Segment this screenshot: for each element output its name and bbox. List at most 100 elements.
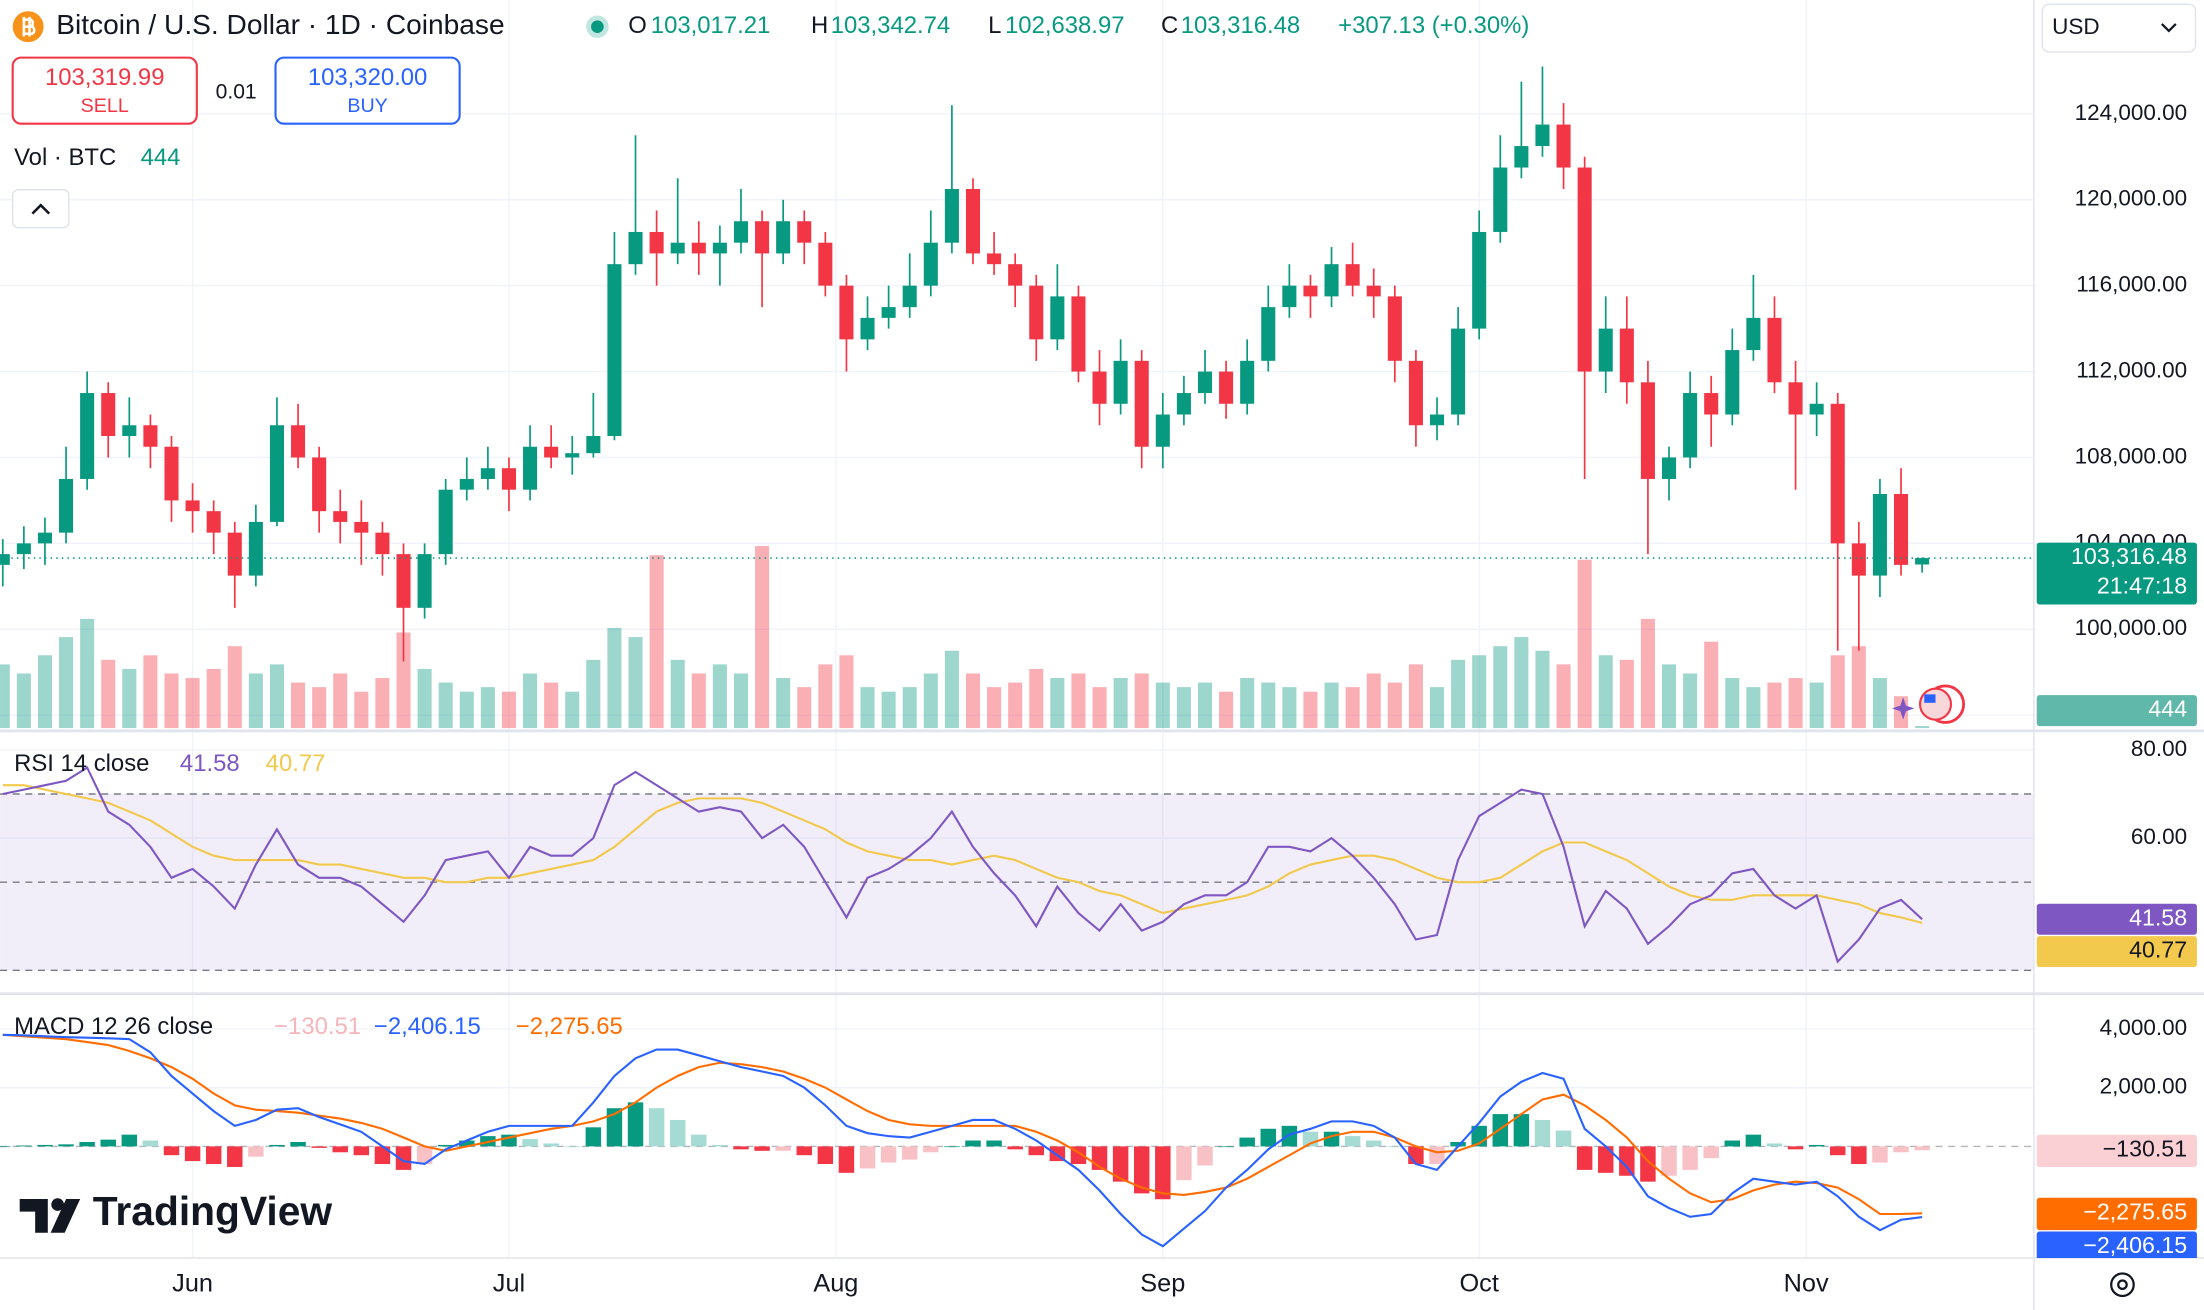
price-tick-label: 80.00 — [2131, 736, 2187, 761]
volume-bar — [1071, 673, 1086, 729]
volume-bar — [1008, 682, 1023, 729]
price-tick-label: 4,000.00 — [2100, 1015, 2187, 1040]
candle-body — [459, 478, 474, 490]
macd-label: MACD 12 26 close — [14, 1013, 213, 1040]
time-tick-label: Jul — [493, 1269, 525, 1297]
candle-body — [565, 453, 580, 458]
event-icon[interactable] — [1918, 687, 1953, 721]
histogram-bar — [1576, 1146, 1593, 1170]
histogram-bar — [585, 1127, 602, 1147]
volume-bar — [1598, 655, 1613, 729]
volume-bar — [1493, 646, 1508, 729]
volume-bar — [1345, 687, 1360, 729]
collapse-button[interactable] — [11, 189, 70, 229]
histogram-badge — [2036, 1134, 2197, 1168]
ohlc-legend: O 103,017.21 H 103,342.74 L 102,638.97 C 103,31… — [628, 12, 1300, 39]
time-tick-label: Nov — [1784, 1269, 1829, 1297]
rsi-pane — [0, 766, 2034, 972]
candle-body — [1915, 558, 1930, 565]
candle-body — [1851, 543, 1866, 576]
candle-body — [438, 489, 453, 555]
volume-badge — [2036, 695, 2197, 727]
volume-bar — [776, 678, 791, 729]
candle-body — [733, 221, 749, 243]
volume-bar — [1429, 687, 1445, 729]
chevron-up — [31, 203, 51, 215]
histogram-bar — [248, 1146, 264, 1157]
histogram-bar — [627, 1102, 644, 1147]
histogram-bar — [1028, 1146, 1044, 1156]
histogram-bar — [880, 1146, 897, 1163]
volume-bar — [797, 687, 812, 729]
histogram-bar — [1619, 1146, 1635, 1176]
buy-label: BUY — [347, 95, 387, 117]
candle-body — [1704, 393, 1719, 415]
histogram-bar — [1408, 1146, 1424, 1165]
histogram-bar — [311, 1146, 327, 1148]
histogram-bar — [374, 1146, 391, 1165]
histogram-value: −130.51 — [274, 1013, 361, 1040]
histogram-bar — [16, 1145, 32, 1147]
candle-body — [544, 446, 559, 458]
candle-body — [1619, 328, 1634, 383]
ohlc-value: 103,342.74 — [831, 12, 950, 39]
candle-body — [1767, 317, 1782, 383]
volume-bar — [1324, 682, 1339, 729]
volume-bar — [523, 673, 538, 729]
candle-body — [1556, 124, 1571, 168]
volume-bar — [1197, 682, 1213, 729]
candle-body — [923, 242, 938, 286]
histogram-bar — [58, 1144, 74, 1147]
candle-body — [1788, 382, 1803, 415]
histogram-bar — [1851, 1146, 1867, 1165]
time-tick-label: Jun — [172, 1269, 213, 1297]
candle-body — [480, 468, 495, 479]
volume-bar — [1535, 650, 1550, 729]
histogram-bar — [859, 1146, 876, 1169]
candle-body — [143, 425, 158, 447]
volume-bar — [269, 664, 284, 729]
volume-bar — [1029, 668, 1044, 729]
histogram-bar — [986, 1140, 1002, 1147]
candle-body — [1683, 393, 1698, 458]
candle-body — [797, 221, 812, 243]
candle-body — [1303, 285, 1318, 297]
candle-body — [1577, 167, 1592, 372]
volume-bar — [1704, 641, 1719, 729]
sell-button[interactable] — [11, 56, 198, 125]
histogram-bar — [1830, 1146, 1846, 1156]
rsi-ma-line — [2, 784, 1923, 924]
histogram-bar — [163, 1146, 180, 1156]
price-tick-label: 100,000.00 — [2075, 615, 2187, 640]
candle-body — [0, 554, 10, 565]
candle-body — [776, 221, 791, 254]
volume-bar — [396, 632, 411, 729]
candle-body — [902, 285, 917, 308]
volume-bar — [333, 673, 348, 729]
ohlc-key: L — [988, 12, 1001, 39]
candle-body — [1661, 457, 1677, 479]
sell-price: 103,319.99 — [45, 64, 164, 91]
candle-body — [206, 511, 221, 533]
candle-body — [1345, 264, 1360, 286]
histogram-bar — [669, 1119, 686, 1147]
histogram-bar — [606, 1108, 623, 1147]
histogram-bar — [1724, 1140, 1741, 1147]
buy-button[interactable] — [274, 56, 461, 125]
market-status-dot — [591, 20, 604, 34]
candle-body — [1830, 403, 1845, 544]
histogram-bar — [100, 1139, 116, 1147]
histogram-bar — [901, 1146, 918, 1160]
candle-body — [1071, 296, 1086, 372]
currency-select[interactable] — [2041, 3, 2197, 53]
settings-icon[interactable] — [2110, 1272, 2135, 1298]
histogram-bar — [121, 1134, 138, 1147]
histogram-bar — [564, 1146, 580, 1148]
signal-value: −2,275.65 — [516, 1013, 623, 1040]
candle-body — [291, 425, 306, 458]
ohlc-value: 103,316.48 — [1181, 12, 1301, 39]
candle-body — [1725, 350, 1740, 415]
volume-bar — [1872, 678, 1887, 729]
histogram-bar — [1387, 1146, 1403, 1148]
histogram-bar — [733, 1146, 749, 1150]
